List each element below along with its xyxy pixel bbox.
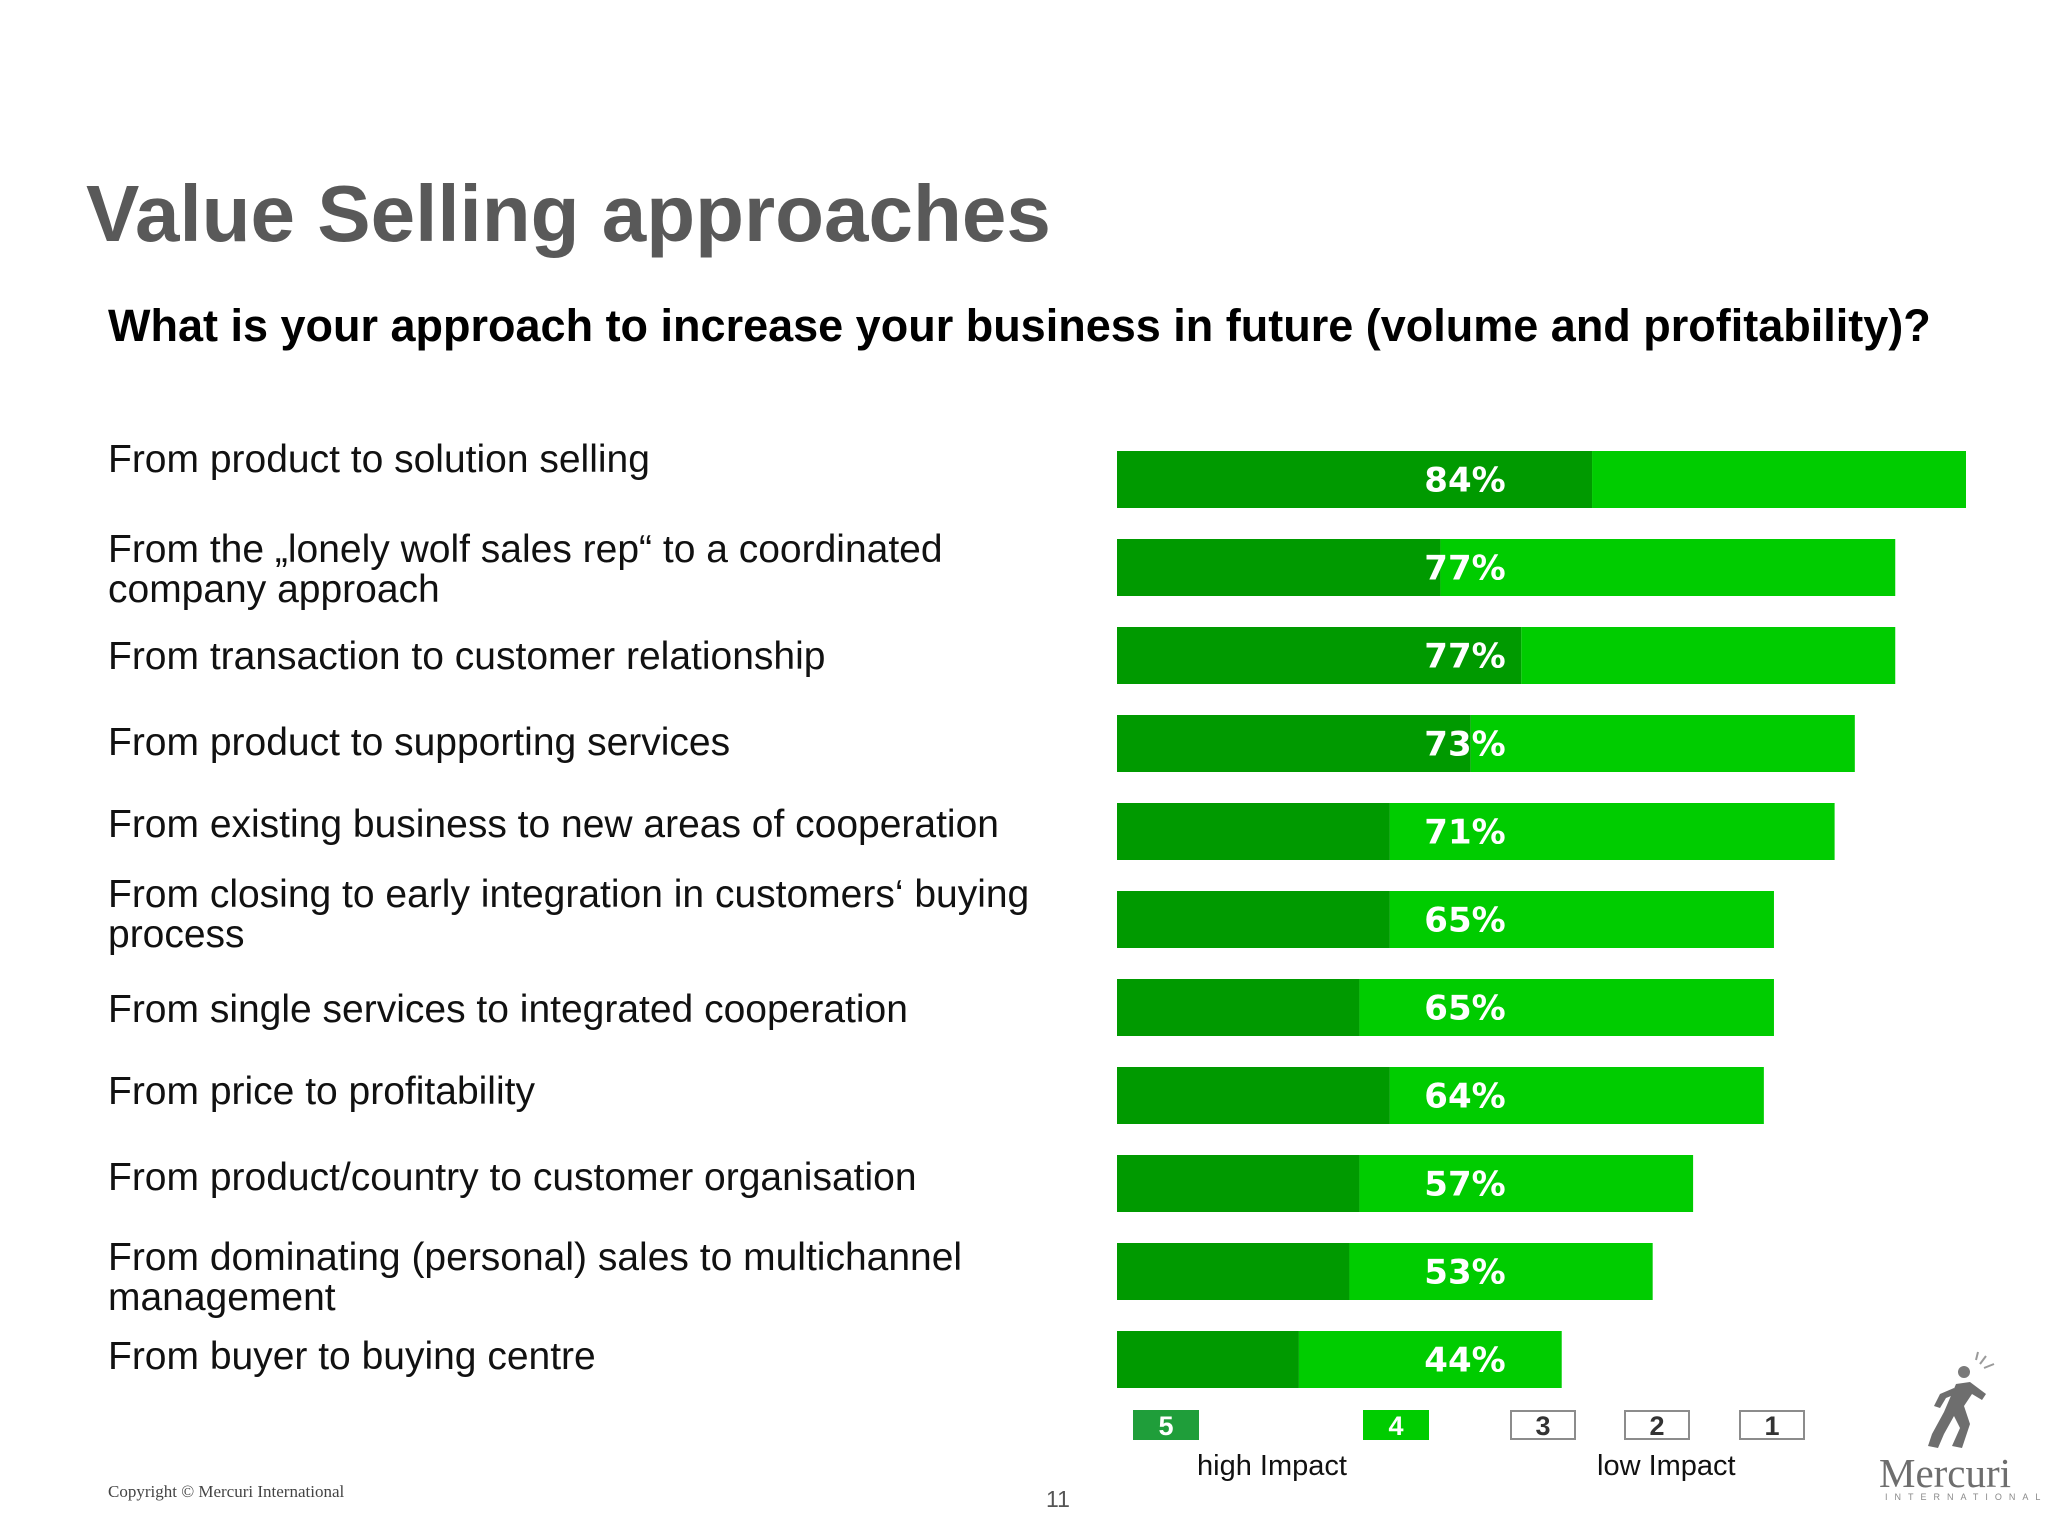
bar-segment-score-4 (1470, 715, 1855, 772)
category-label: From closing to early integration in cus… (108, 873, 1030, 956)
bar-segment-score-5 (1117, 979, 1360, 1036)
bar-segment-score-5 (1117, 1243, 1350, 1300)
bar-segment-score-5 (1117, 715, 1471, 772)
category-label: From product to solution selling (108, 438, 650, 481)
bar-total-label: 64% (1424, 1077, 1505, 1117)
running-figure-logo-icon (1928, 1351, 1995, 1448)
category-label: From product to supporting services (108, 721, 731, 764)
bar-segment-score-5 (1117, 451, 1593, 508)
legend-high-impact-label: high Impact (1197, 1450, 1347, 1482)
bar-total-label: 77% (1424, 549, 1505, 589)
bar-total-label: 53% (1424, 1253, 1505, 1293)
bar-segment-score-5 (1117, 1067, 1390, 1124)
bar-total-label: 77% (1424, 637, 1505, 677)
bar-segment-score-4 (1298, 1331, 1562, 1388)
legend-score-label: 4 (1388, 1411, 1403, 1441)
bar-segment-score-4 (1389, 1067, 1764, 1124)
bar-total-label: 65% (1424, 989, 1505, 1029)
bar-segment-score-5 (1117, 1331, 1299, 1388)
logo-tagline: INTERNATIONAL (1885, 1492, 2048, 1502)
legend-low-impact-label: low Impact (1597, 1450, 1736, 1482)
bar-total-label: 71% (1424, 813, 1505, 853)
category-label: From dominating (personal) sales to mult… (108, 1236, 963, 1319)
bar-segment-score-5 (1117, 627, 1522, 684)
bar-total-label: 65% (1424, 901, 1505, 941)
survey-question: What is your approach to increase your b… (108, 300, 1931, 351)
bar-segment-score-4 (1521, 627, 1896, 684)
bar-segment-score-5 (1117, 539, 1441, 596)
category-label: From price to profitability (108, 1070, 535, 1113)
category-label: From product/country to customer organis… (108, 1156, 917, 1199)
bar-total-label: 84% (1424, 461, 1505, 501)
bar-segment-score-5 (1117, 1155, 1360, 1212)
legend-swatch-3 (1510, 1410, 1576, 1440)
bar-segment-score-5 (1117, 803, 1390, 860)
bar-segment-score-4 (1592, 451, 1966, 508)
bar-segment-score-4 (1349, 1243, 1653, 1300)
bar-total-label: 57% (1424, 1165, 1505, 1205)
logo-wordmark: Mercuri (1879, 1450, 2012, 1496)
bar-segment-score-5 (1117, 891, 1390, 948)
bar-segment-score-4 (1440, 539, 1896, 596)
copyright-notice: Copyright © Mercuri International (108, 1482, 345, 1501)
bar-segment-score-4 (1389, 803, 1835, 860)
bar-segment-score-4 (1389, 891, 1774, 948)
legend-score-label: 2 (1649, 1411, 1664, 1441)
bar-segment-score-4 (1359, 1155, 1694, 1212)
category-label: From existing business to new areas of c… (108, 803, 999, 846)
bar-segment-score-4 (1359, 979, 1774, 1036)
bar-total-label: 73% (1424, 725, 1505, 765)
legend-score-label: 5 (1158, 1411, 1173, 1441)
category-label: From transaction to customer relationshi… (108, 635, 826, 678)
legend-swatch-5 (1133, 1410, 1199, 1440)
legend-score-label: 1 (1764, 1411, 1779, 1441)
bar-total-label: 44% (1424, 1341, 1505, 1381)
legend-score-label: 3 (1535, 1411, 1550, 1441)
legend-swatch-4 (1363, 1410, 1429, 1440)
slide-title: Value Selling approaches (86, 169, 1051, 258)
legend-swatch-2 (1624, 1410, 1690, 1440)
legend-swatch-1 (1739, 1410, 1805, 1440)
category-label: From single services to integrated coope… (108, 988, 908, 1031)
category-label: From the „lonely wolf sales rep“ to a co… (108, 528, 943, 611)
page-number: 11 (1046, 1486, 1070, 1512)
category-label: From buyer to buying centre (108, 1335, 596, 1378)
